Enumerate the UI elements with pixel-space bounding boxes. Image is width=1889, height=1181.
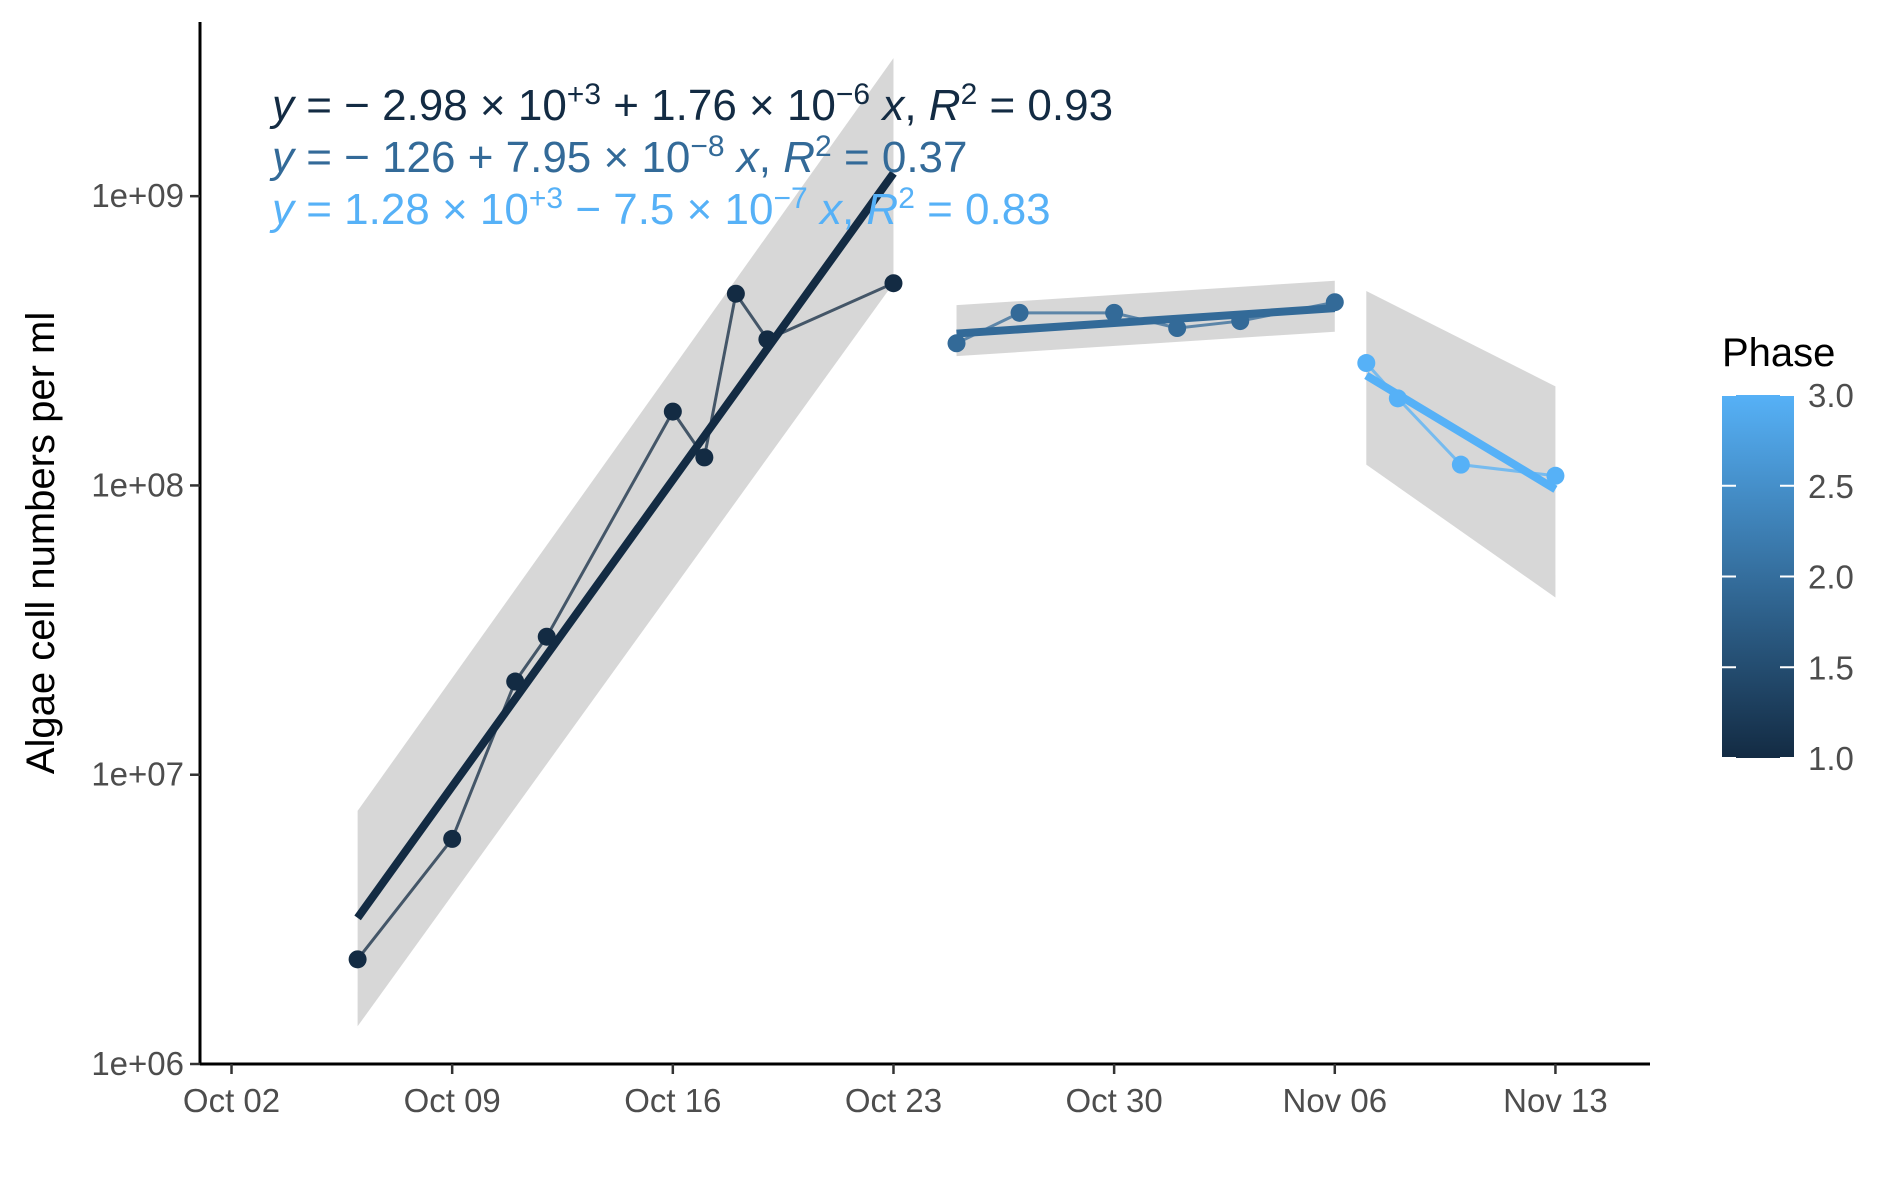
data-point [884, 274, 903, 293]
data-point [1451, 455, 1470, 474]
data-point [1357, 354, 1376, 373]
data-point [1168, 319, 1187, 338]
data-point [947, 334, 966, 353]
y-tick-label: 1e+09 [91, 177, 184, 214]
x-tick-label: Oct 16 [624, 1082, 721, 1119]
data-point [663, 402, 682, 421]
data-point [1105, 303, 1124, 322]
y-tick-label: 1e+06 [91, 1045, 184, 1082]
legend-tick-label: 2.0 [1808, 559, 1854, 596]
legend-tick-label: 1.5 [1808, 649, 1854, 686]
data-points [348, 274, 1565, 969]
x-tick-label: Oct 09 [404, 1082, 501, 1119]
legend-title: Phase [1722, 331, 1835, 375]
legend-tick-label: 2.5 [1808, 468, 1854, 505]
x-tick-label: Oct 30 [1066, 1082, 1163, 1119]
data-point [506, 672, 525, 691]
x-tick-label: Nov 13 [1503, 1082, 1608, 1119]
x-tick-label: Nov 06 [1283, 1082, 1388, 1119]
data-point [1388, 389, 1407, 408]
data-point [1546, 466, 1565, 485]
data-point [1231, 312, 1250, 331]
data-point [348, 950, 367, 969]
confidence-band-phase-3 [1366, 291, 1556, 598]
y-tick-label: 1e+08 [91, 466, 184, 503]
y-tick-label: 1e+07 [91, 756, 184, 793]
data-point [726, 284, 745, 303]
regression-equation-1: y = − 2.98 × 10+3 + 1.76 × 10−6 x, R2 = … [269, 78, 1113, 131]
fit-lines [354, 170, 1558, 921]
data-point [758, 330, 777, 349]
data-point [695, 448, 714, 467]
x-tick-label: Oct 23 [845, 1082, 942, 1119]
data-point [537, 627, 556, 646]
x-tick-label: Oct 02 [183, 1082, 280, 1119]
legend-tick-label: 3.0 [1808, 377, 1854, 414]
legend-tick-label: 1.0 [1808, 740, 1854, 777]
y-axis-title: Algae cell numbers per ml [19, 312, 63, 774]
regression-equation-3: y = 1.28 × 10+3 − 7.5 × 10−7 x, R2 = 0.8… [269, 182, 1051, 235]
data-point [1325, 293, 1344, 312]
data-point [1010, 303, 1029, 322]
phase-legend: Phase 1.0 1.5 2.0 2.5 3.0 [1722, 331, 1854, 777]
regression-equation-2: y = − 126 + 7.95 × 10−8 x, R2 = 0.37 [269, 130, 968, 183]
regression-equations: y = − 2.98 × 10+3 + 1.76 × 10−6 x, R2 = … [269, 78, 1113, 235]
fit-line-phase-2 [956, 304, 1336, 338]
fit-line-phase-1 [354, 170, 897, 921]
axes: 1e+06 1e+07 1e+08 1e+09 Oct 02 Oct 09 Oct 16 Oc… [19, 22, 1650, 1119]
data-point [443, 829, 462, 848]
